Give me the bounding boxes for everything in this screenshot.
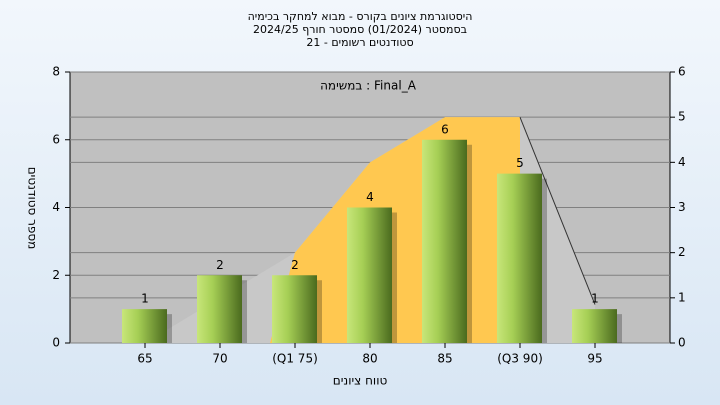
y2-tick-label: 6 (678, 65, 686, 79)
x-tick-label: 65 (137, 352, 152, 366)
value-label: 6 (441, 122, 449, 136)
x-tick-label: 85 (437, 352, 452, 366)
value-label: 5 (516, 156, 524, 170)
value-label: 1 (591, 292, 599, 306)
y2-tick-label: 3 (678, 200, 686, 214)
y2-tick-label: 0 (678, 336, 686, 350)
bar (122, 309, 167, 343)
y2-tick-label: 4 (678, 155, 686, 169)
chart-title: היסטוגרמת ציונים בקורס - מבוא למחקר בכימ… (248, 10, 473, 23)
x-tick-label: 95 (587, 352, 602, 366)
x-tick-label: (Q1 75) (272, 352, 318, 366)
y2-tick-label: 1 (678, 290, 686, 304)
value-label: 1 (141, 292, 149, 306)
value-label: 2 (216, 258, 224, 272)
y2-tick-label: 5 (678, 110, 686, 124)
y2-tick-label: 2 (678, 245, 686, 259)
x-tick-label: 80 (362, 352, 377, 366)
bar (347, 207, 392, 343)
x-axis-label: טווח ציונים (333, 374, 388, 388)
y-tick-label: 2 (52, 268, 60, 282)
chart-subtitle: בסמסטר (01/2024) סמסטר חורף 2024/25 (253, 23, 467, 36)
chart-subtitle: סטודנטים רשומים - 21 (306, 36, 413, 49)
bar (197, 275, 242, 343)
y-tick-label: 6 (52, 132, 60, 146)
value-label: 4 (366, 190, 374, 204)
y-tick-label: 8 (52, 65, 60, 79)
annotation: במשימה : Final_A (320, 79, 417, 93)
x-tick-label: 70 (212, 352, 227, 366)
y-axis-label: מספר סטודנטים (26, 167, 40, 250)
y-tick-label: 0 (52, 336, 60, 350)
overlay-line (519, 116, 596, 305)
y-tick-label: 4 (52, 200, 60, 214)
bar (422, 139, 467, 343)
value-label: 2 (291, 258, 299, 272)
bar (272, 275, 317, 343)
x-tick-label: (Q3 90) (497, 352, 543, 366)
bar (497, 173, 542, 343)
bar (572, 309, 617, 343)
